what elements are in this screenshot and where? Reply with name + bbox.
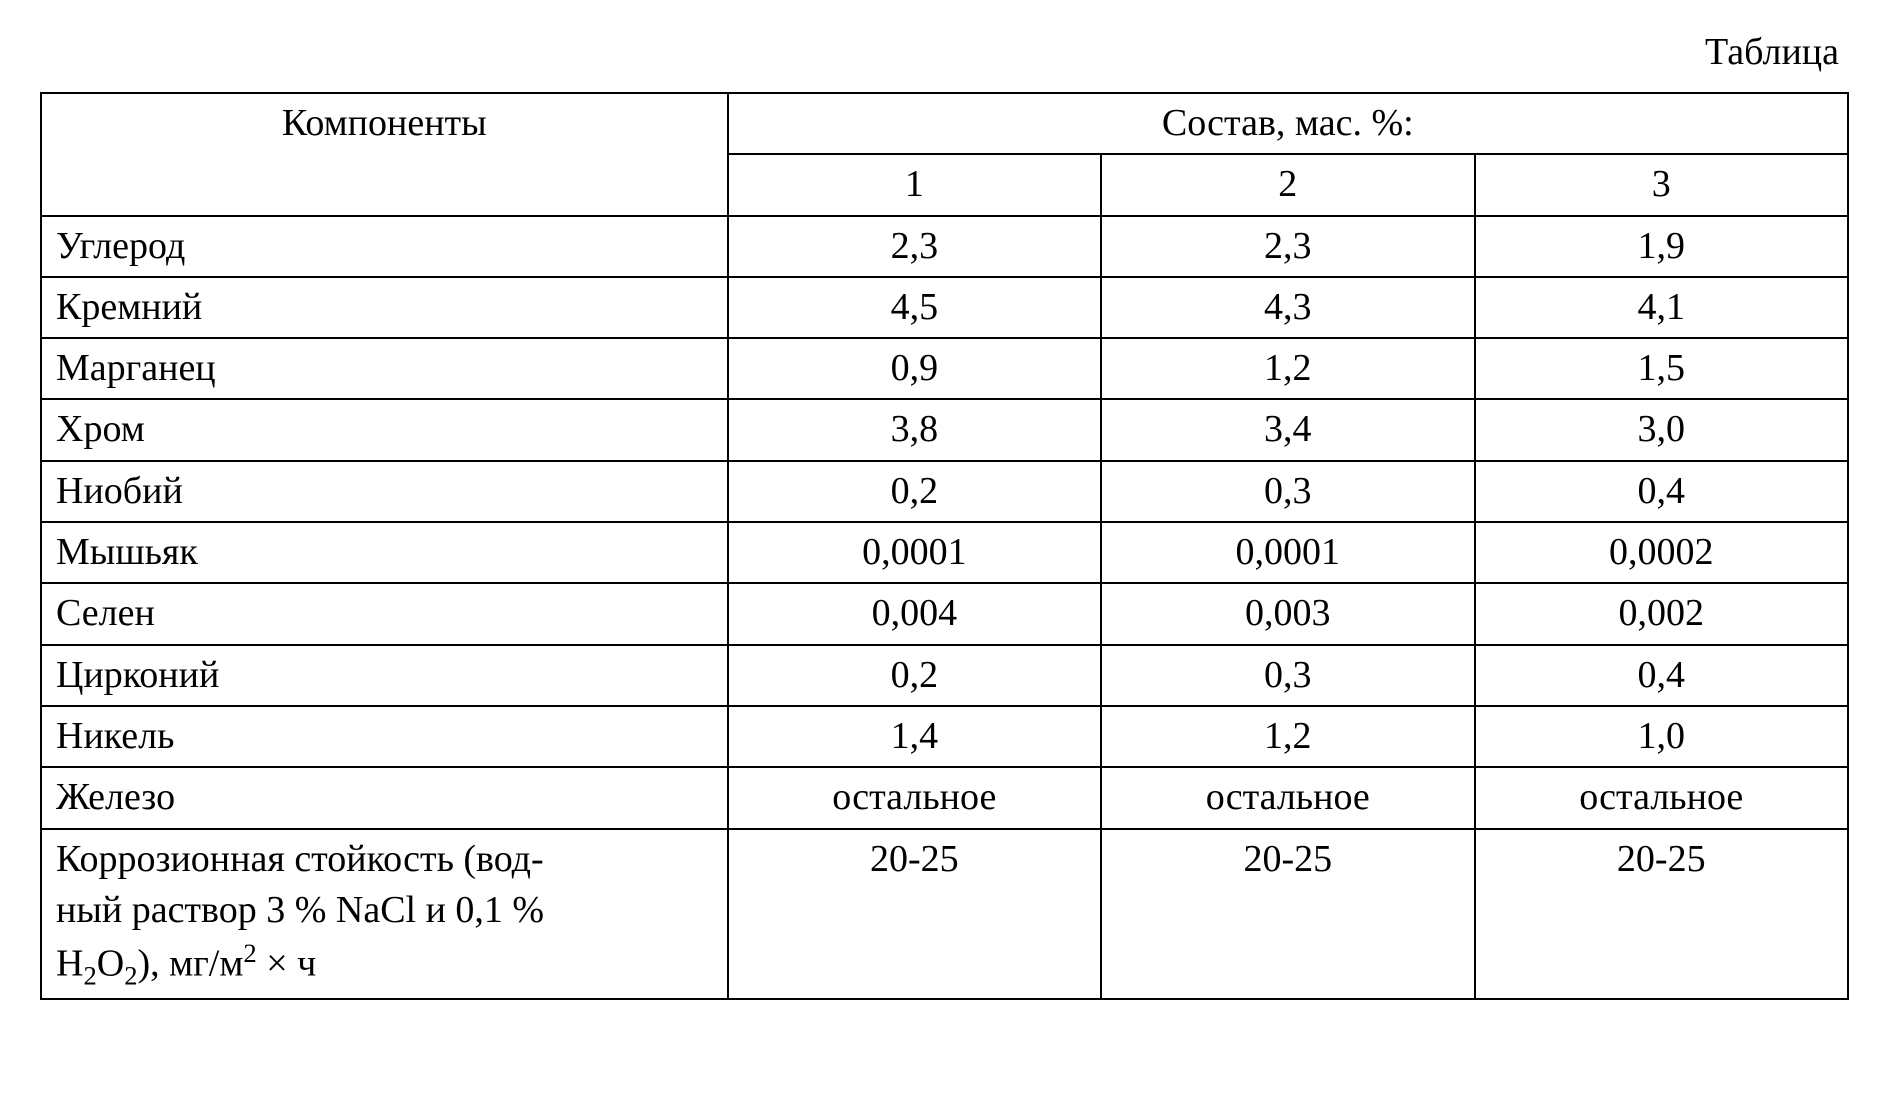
row-value: 3,8 bbox=[728, 399, 1101, 460]
row-value: 4,3 bbox=[1101, 277, 1474, 338]
row-value: 1,0 bbox=[1475, 706, 1848, 767]
table-body: Углерод2,32,31,9Кремний4,54,34,1Марганец… bbox=[41, 216, 1848, 1000]
row-value: 0,0001 bbox=[1101, 522, 1474, 583]
row-name-corrosion: Коррозионная стойкость (вод-ный раствор … bbox=[41, 829, 728, 1000]
row-name: Никель bbox=[41, 706, 728, 767]
row-value: 0,4 bbox=[1475, 645, 1848, 706]
row-value: остальное bbox=[728, 767, 1101, 828]
table-row: Селен0,0040,0030,002 bbox=[41, 583, 1848, 644]
table-row: Кремний4,54,34,1 bbox=[41, 277, 1848, 338]
table-row: Хром3,83,43,0 bbox=[41, 399, 1848, 460]
row-value: 0,0001 bbox=[728, 522, 1101, 583]
row-value: остальное bbox=[1475, 767, 1848, 828]
row-value: 3,0 bbox=[1475, 399, 1848, 460]
row-name: Кремний bbox=[41, 277, 728, 338]
header-col-3: 3 bbox=[1475, 154, 1848, 215]
row-value: 0,9 bbox=[728, 338, 1101, 399]
table-header-row-1: Компоненты Состав, мас. %: bbox=[41, 93, 1848, 154]
row-value: 0,3 bbox=[1101, 461, 1474, 522]
row-value: 1,9 bbox=[1475, 216, 1848, 277]
table-row: Цирконий0,20,30,4 bbox=[41, 645, 1848, 706]
row-value: 1,5 bbox=[1475, 338, 1848, 399]
table-row-corrosion: Коррозионная стойкость (вод-ный раствор … bbox=[41, 829, 1848, 1000]
row-value: 20-25 bbox=[1475, 829, 1848, 1000]
row-value: 1,2 bbox=[1101, 706, 1474, 767]
header-col-2: 2 bbox=[1101, 154, 1474, 215]
table-row: Марганец0,91,21,5 bbox=[41, 338, 1848, 399]
page-container: Таблица Компоненты Состав, мас. %: 1 2 3… bbox=[40, 30, 1849, 1000]
table-row: Углерод2,32,31,9 bbox=[41, 216, 1848, 277]
table-row: Железоостальноеостальноеостальное bbox=[41, 767, 1848, 828]
row-value: 0,4 bbox=[1475, 461, 1848, 522]
row-value: 3,4 bbox=[1101, 399, 1474, 460]
row-value: 1,4 bbox=[728, 706, 1101, 767]
row-name: Селен bbox=[41, 583, 728, 644]
row-value: 0,2 bbox=[728, 645, 1101, 706]
row-value: 1,2 bbox=[1101, 338, 1474, 399]
header-composition: Состав, мас. %: bbox=[728, 93, 1848, 154]
row-name: Железо bbox=[41, 767, 728, 828]
row-value: 0,3 bbox=[1101, 645, 1474, 706]
row-value: 0,2 bbox=[728, 461, 1101, 522]
row-value: 0,0002 bbox=[1475, 522, 1848, 583]
row-name: Углерод bbox=[41, 216, 728, 277]
row-name: Марганец bbox=[41, 338, 728, 399]
composition-table: Компоненты Состав, мас. %: 1 2 3 Углерод… bbox=[40, 92, 1849, 1000]
table-header: Компоненты Состав, мас. %: 1 2 3 bbox=[41, 93, 1848, 216]
row-value: 0,004 bbox=[728, 583, 1101, 644]
row-value: остальное bbox=[1101, 767, 1474, 828]
row-name: Цирконий bbox=[41, 645, 728, 706]
table-row: Мышьяк0,00010,00010,0002 bbox=[41, 522, 1848, 583]
row-value: 0,003 bbox=[1101, 583, 1474, 644]
header-col-1: 1 bbox=[728, 154, 1101, 215]
row-value: 2,3 bbox=[728, 216, 1101, 277]
table-label: Таблица bbox=[40, 30, 1849, 74]
row-name: Хром bbox=[41, 399, 728, 460]
table-row: Никель1,41,21,0 bbox=[41, 706, 1848, 767]
row-name: Ниобий bbox=[41, 461, 728, 522]
row-value: 20-25 bbox=[1101, 829, 1474, 1000]
row-name: Мышьяк bbox=[41, 522, 728, 583]
row-value: 20-25 bbox=[728, 829, 1101, 1000]
row-value: 4,1 bbox=[1475, 277, 1848, 338]
table-row: Ниобий0,20,30,4 bbox=[41, 461, 1848, 522]
row-value: 2,3 bbox=[1101, 216, 1474, 277]
header-components: Компоненты bbox=[41, 93, 728, 216]
row-value: 0,002 bbox=[1475, 583, 1848, 644]
row-value: 4,5 bbox=[728, 277, 1101, 338]
